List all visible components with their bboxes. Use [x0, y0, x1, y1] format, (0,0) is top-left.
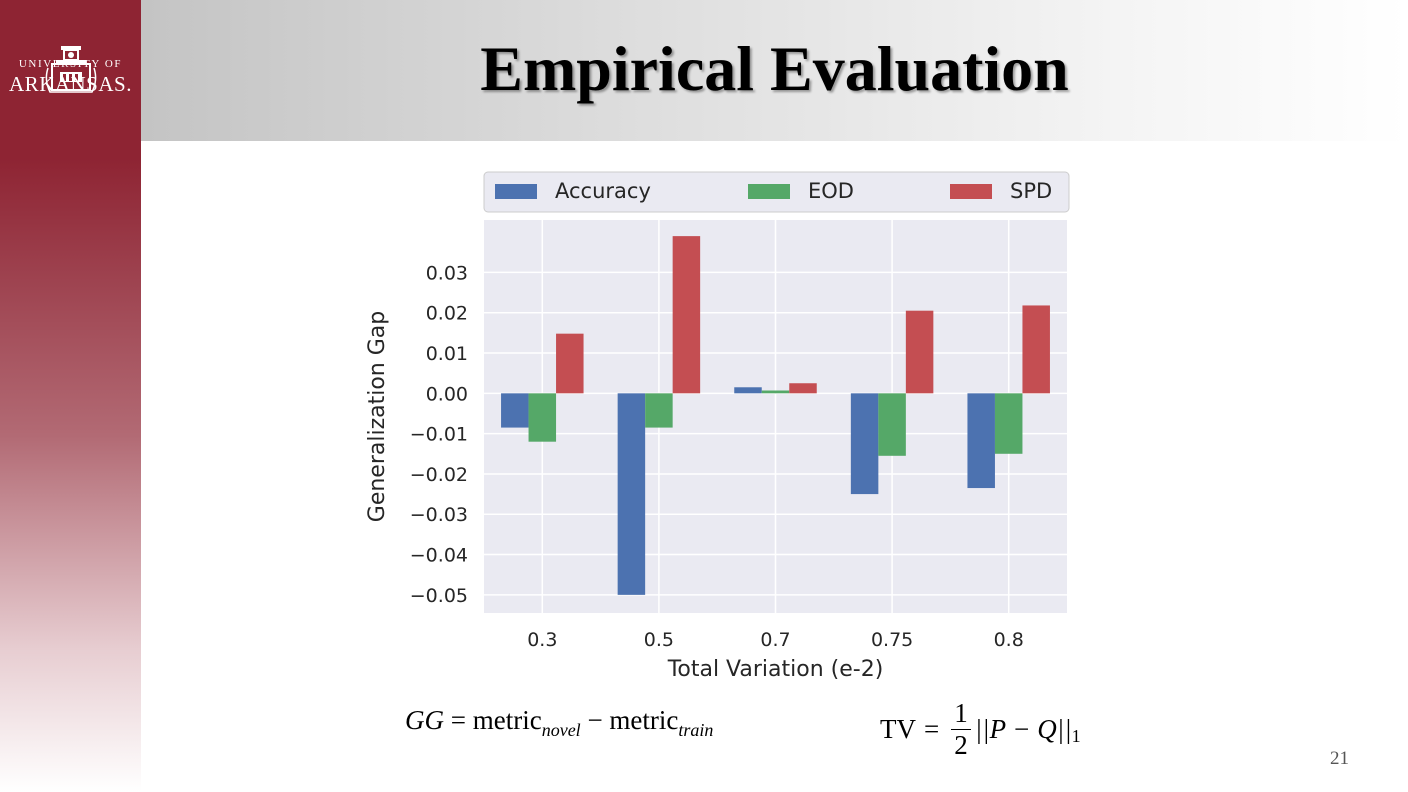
y-tick-label: 0.02 — [426, 303, 468, 325]
y-tick-label: 0.00 — [426, 383, 468, 405]
bar-eod-0.3 — [528, 393, 557, 442]
tv-symbol: TV — [880, 714, 916, 744]
subscript-novel: novel — [541, 720, 581, 740]
legend-swatch-spd — [950, 184, 992, 199]
logo-text-university: UNIVERSITY OF — [18, 58, 123, 70]
bar-eod-0.75 — [878, 393, 906, 456]
legend-swatch-eod — [748, 184, 790, 199]
x-tick-label: 0.7 — [760, 629, 790, 651]
x-tick-label: 0.8 — [994, 629, 1024, 651]
x-tick-label: 0.3 — [527, 629, 557, 651]
bar-spd-0.75 — [905, 310, 934, 394]
y-tick-label: 0.01 — [426, 343, 468, 365]
x-tick-label: 0.5 — [644, 629, 674, 651]
equals-sign-2: = — [924, 714, 940, 744]
fraction-half: 1 2 — [951, 700, 971, 759]
logo-text-arkansas: ARKANSAS. — [9, 72, 132, 96]
gg-formula: GG = metricnovel − metrictrain — [405, 705, 713, 740]
bars — [501, 236, 1050, 595]
subscript-train: train — [678, 720, 714, 740]
bar-accuracy-0.7 — [734, 387, 762, 394]
bar-spd-0.3 — [556, 333, 584, 394]
legend-swatch-accuracy — [495, 184, 537, 199]
y-tick-label: 0.03 — [426, 262, 468, 284]
norm-subscript: 1 — [1071, 726, 1081, 746]
bar-accuracy-0.3 — [501, 393, 529, 428]
university-seal-icon — [45, 46, 97, 93]
tv-formula: TV = 1 2 ||P − Q|| 1 — [880, 700, 1081, 759]
legend-label-accuracy: Accuracy — [555, 179, 651, 203]
bar-spd-0.7 — [789, 383, 817, 394]
bar-spd-0.8 — [1022, 305, 1050, 394]
bar-accuracy-0.8 — [967, 393, 995, 489]
bar-chart: Accuracy EOD SPD 0.03 0.02 0.01 0.00 −0.01 −0.0… — [365, 171, 1070, 682]
y-tick-label: −0.05 — [410, 585, 468, 607]
chart-legend: Accuracy EOD SPD — [483, 171, 1070, 213]
y-tick-label: −0.02 — [410, 464, 468, 486]
page-number: 21 — [1330, 748, 1349, 769]
y-tick-label: −0.04 — [410, 545, 468, 567]
legend-label-eod: EOD — [808, 179, 854, 203]
metric-word: metric — [472, 705, 542, 735]
bar-spd-0.5 — [672, 236, 701, 394]
x-tick-label: 0.75 — [871, 629, 913, 651]
legend-label-spd: SPD — [1010, 179, 1052, 203]
fraction-numerator: 1 — [951, 700, 971, 730]
x-tick-labels: 0.3 0.5 0.7 0.75 0.8 — [527, 629, 1024, 651]
bar-accuracy-0.75 — [850, 393, 879, 495]
y-axis-label: Generalization Gap — [365, 311, 390, 522]
y-tick-label: −0.01 — [410, 424, 468, 446]
x-axis-label: Total Variation (e-2) — [667, 657, 884, 682]
bar-eod-0.7 — [761, 390, 790, 394]
title-band — [141, 0, 1408, 141]
metric-word-2: metric — [609, 705, 679, 735]
equals-sign: = — [450, 705, 466, 735]
slide-title: Empirical Evaluation — [480, 33, 1069, 104]
norm-expression: ||P − Q|| — [974, 714, 1072, 744]
minus-sign: − — [587, 705, 603, 735]
y-tick-label: −0.03 — [410, 504, 468, 526]
sidebar-band: UNIVERSITY OF ARKANSAS. — [0, 0, 141, 792]
bar-accuracy-0.5 — [617, 393, 646, 595]
bar-eod-0.5 — [645, 393, 673, 428]
y-tick-labels: 0.03 0.02 0.01 0.00 −0.01 −0.02 −0.03 −0.04 −0.0… — [410, 262, 468, 606]
gg-symbol: GG — [405, 705, 444, 735]
fraction-denominator: 2 — [954, 730, 968, 760]
bar-eod-0.8 — [994, 393, 1023, 454]
